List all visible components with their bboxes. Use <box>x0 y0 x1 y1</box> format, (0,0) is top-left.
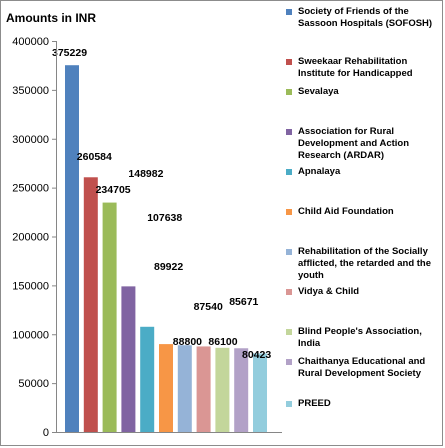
legend-swatch <box>286 329 292 335</box>
legend-swatch <box>286 89 292 95</box>
data-label: 234705 <box>96 184 131 196</box>
legend-label: Apnalaya <box>298 166 341 177</box>
legend-swatch <box>286 359 292 365</box>
data-label: 86100 <box>208 336 237 348</box>
legend-label: Chaithanya Educational and Rural Develop… <box>298 356 426 379</box>
legend-item: Association for Rural Development and Ac… <box>286 126 442 162</box>
legend-item: Society of Friends of the Sassoon Hospit… <box>286 6 442 30</box>
bar <box>177 345 192 432</box>
y-tick-label: 200000 <box>12 232 49 244</box>
legend-label: PREED <box>298 398 331 409</box>
data-label: 80423 <box>242 349 271 361</box>
legend-item: Apnalaya <box>286 166 442 178</box>
legend-item: Sweekaar Rehabilitation Institute for Ha… <box>286 56 442 80</box>
legend-label: Vidya & Child <box>298 286 360 297</box>
bar <box>65 65 79 432</box>
y-tick-label: 100000 <box>12 329 49 341</box>
legend-swatch <box>286 249 292 255</box>
data-label: 85671 <box>229 296 258 308</box>
y-axis-ticks: 0 50000 100000 150000 200000 250000 300000 3500… <box>12 36 56 439</box>
bar <box>140 326 155 432</box>
y-tick-label: 300000 <box>12 134 49 146</box>
data-label: 87540 <box>194 301 223 313</box>
bar <box>121 286 136 432</box>
legend-label: Child Aid Foundation <box>298 206 394 217</box>
legend-item: Blind People's Association, India <box>286 326 442 350</box>
legend-swatch <box>286 169 292 175</box>
legend-item: Vidya & Child <box>286 286 442 298</box>
legend-swatch <box>286 289 292 295</box>
legend-item: Sevalaya <box>286 86 442 98</box>
y-axis-title: Amounts in INR <box>6 11 96 25</box>
data-label: 375229 <box>52 47 87 59</box>
data-label: 107638 <box>147 212 182 224</box>
legend-label: Sevalaya <box>298 86 339 97</box>
legend-item: Chaithanya Educational and Rural Develop… <box>286 356 442 380</box>
legend-label: Rehabilitation of the Socially afflicted… <box>298 246 432 281</box>
y-tick-label: 250000 <box>12 183 49 195</box>
bar <box>83 177 98 432</box>
data-label: 88800 <box>173 336 202 348</box>
y-tick-label: 0 <box>43 427 49 439</box>
legend-item: Child Aid Foundation <box>286 206 442 218</box>
bar <box>234 348 249 432</box>
legend-label: Blind People's Association, India <box>298 326 422 349</box>
legend-item: PREED <box>286 398 442 410</box>
data-label: 260584 <box>77 151 112 163</box>
legend-swatch <box>286 129 292 135</box>
legend-swatch <box>286 9 292 15</box>
legend-label: Society of Friends of the Sassoon Hospit… <box>298 6 433 29</box>
y-tick-label: 350000 <box>12 85 49 97</box>
legend-label: Sweekaar Rehabilitation Institute for Ha… <box>298 56 413 79</box>
bars <box>65 65 267 432</box>
legend-item: Rehabilitation of the Socially afflicted… <box>286 246 442 282</box>
bar <box>215 347 230 432</box>
y-tick-label: 150000 <box>12 280 49 292</box>
legend-swatch <box>286 209 292 215</box>
data-label: 89922 <box>154 261 183 273</box>
legend-swatch <box>286 59 292 65</box>
y-tick-label: 50000 <box>18 378 49 390</box>
y-tick-label: 400000 <box>12 36 49 48</box>
data-label: 148982 <box>128 168 163 180</box>
data-labels: 375229 260584 234705 148982 107638 89922 88800… <box>52 47 271 361</box>
bar <box>102 202 117 432</box>
legend-swatch <box>286 401 292 407</box>
bar <box>196 346 211 432</box>
bar <box>253 353 267 432</box>
bar <box>159 344 173 432</box>
legend-label: Association for Rural Development and Ac… <box>298 126 410 161</box>
